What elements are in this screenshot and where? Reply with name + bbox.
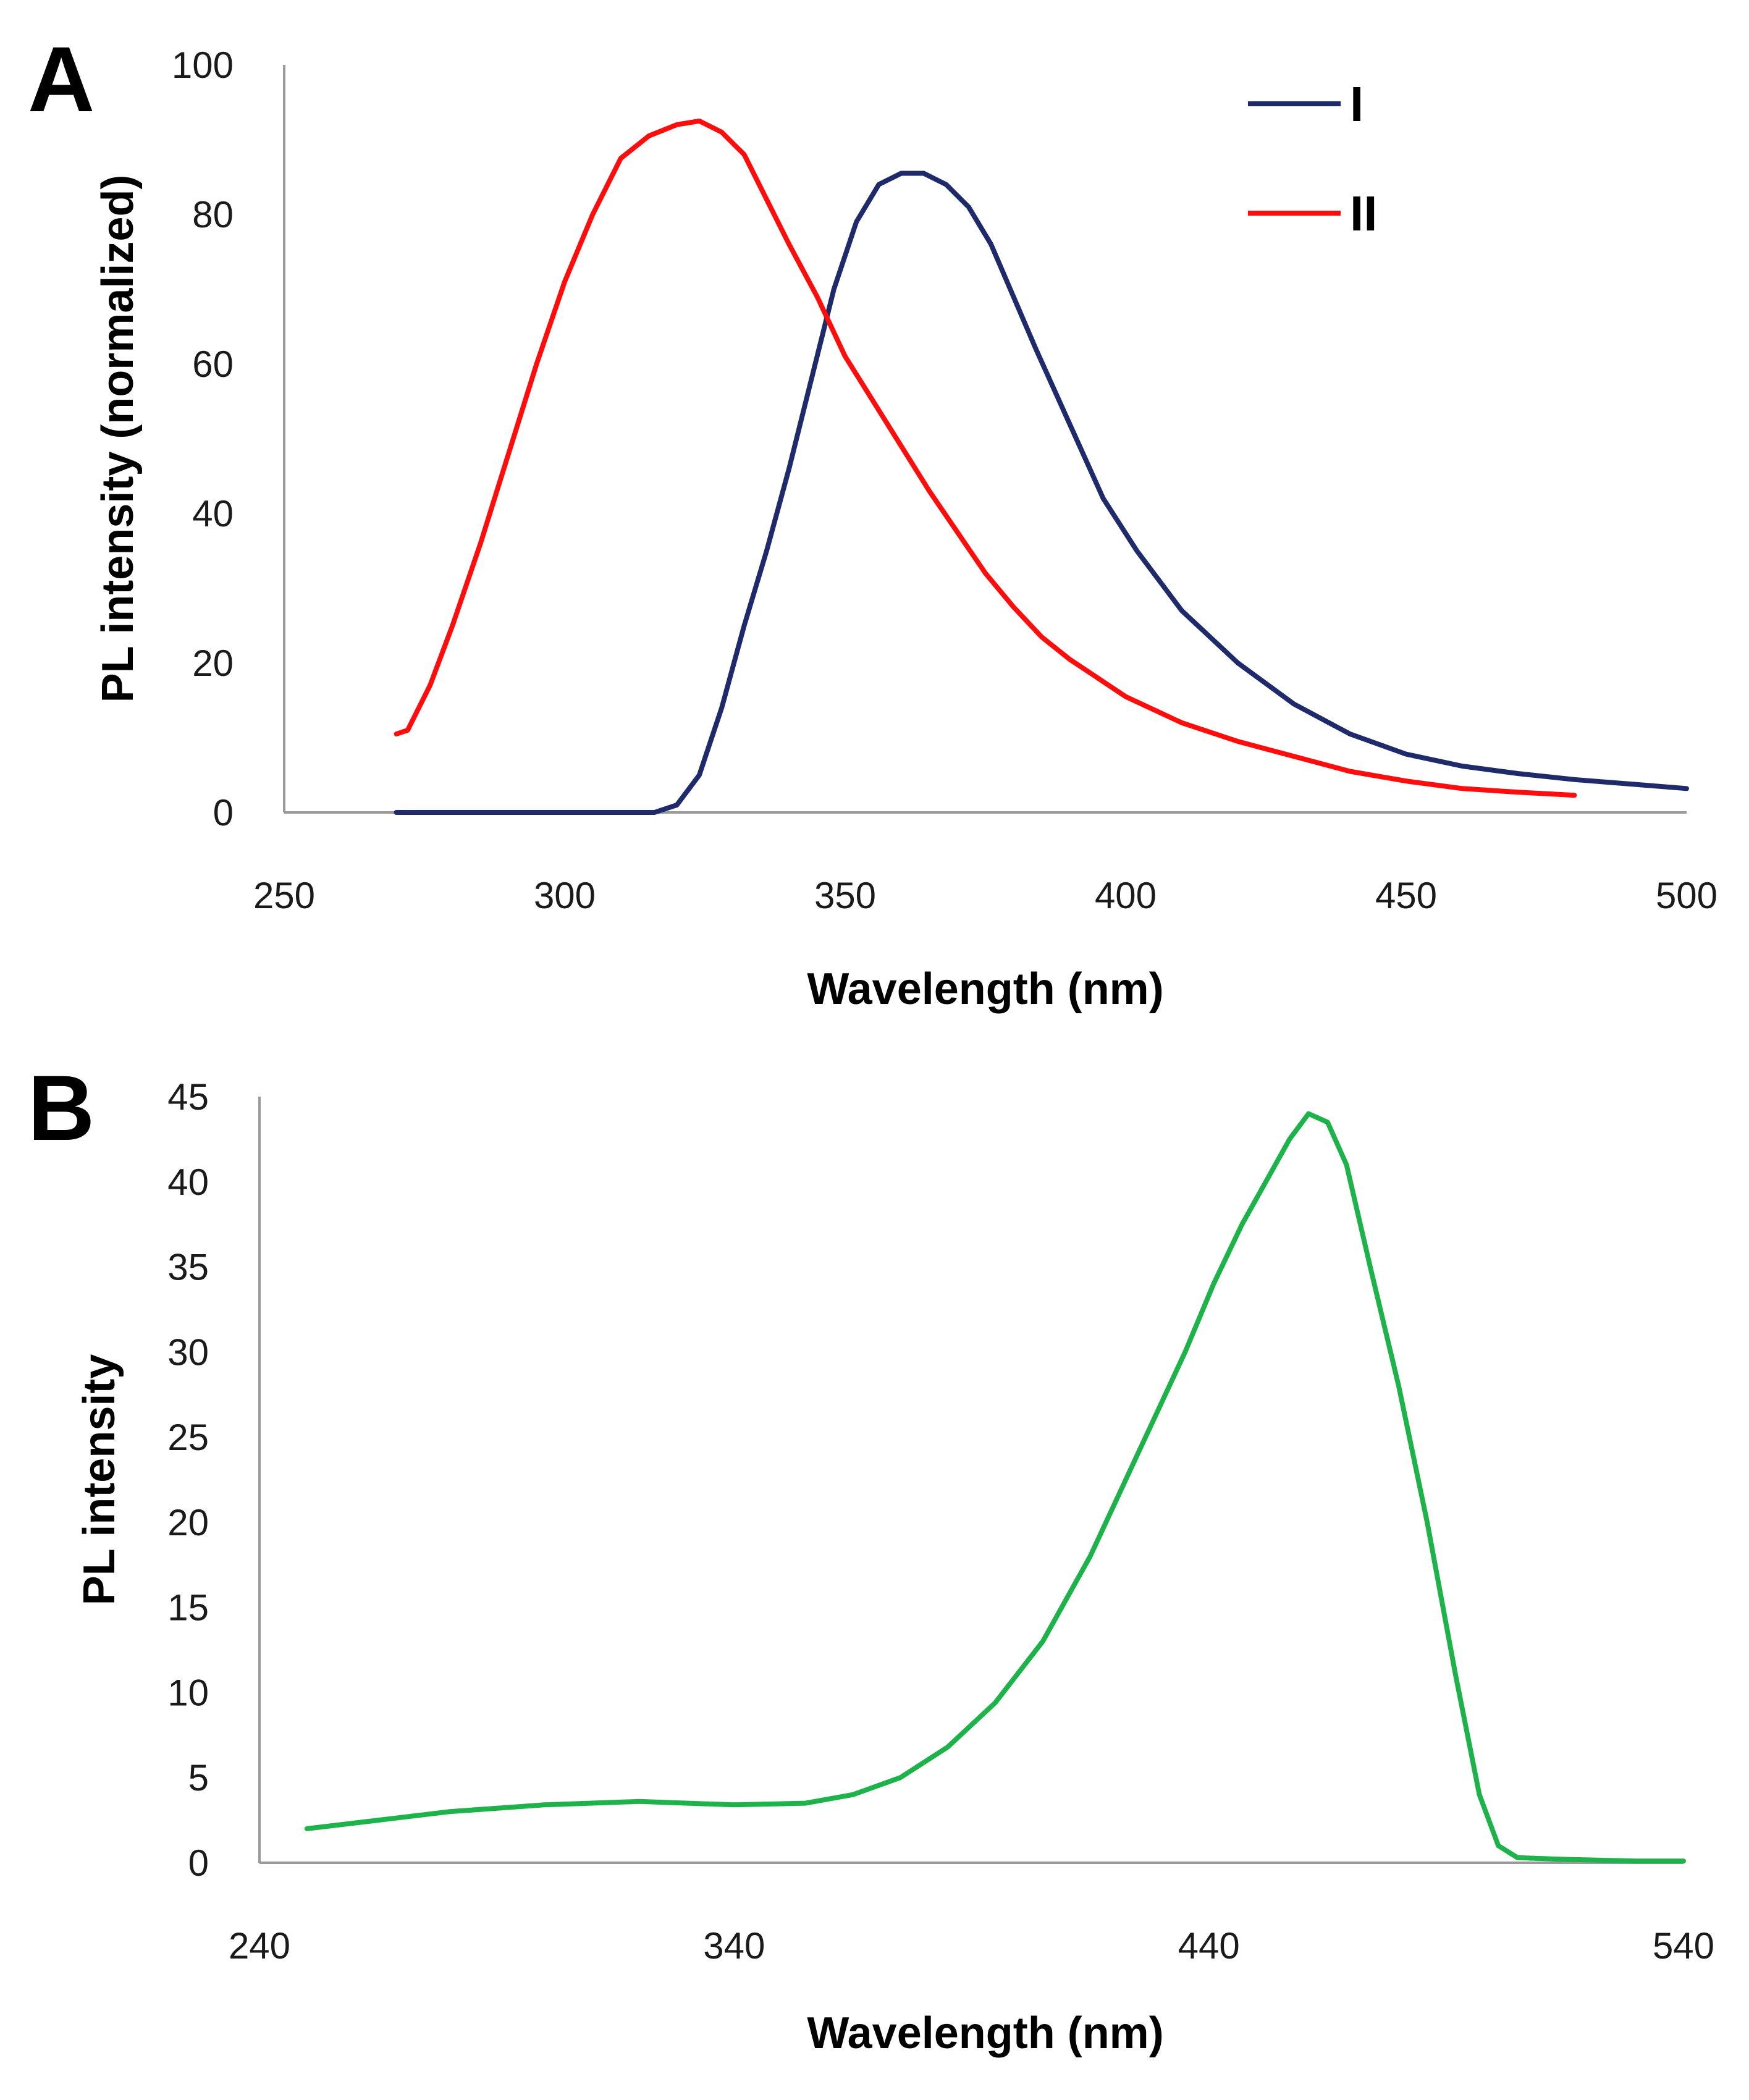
panel-a-x-tick-label: 400 bbox=[1095, 875, 1157, 916]
panel-b-y-tick-label: 45 bbox=[167, 1076, 209, 1118]
panel-a-y-tick-labels: 0 20 40 60 80 100 bbox=[172, 44, 234, 833]
panel-b-x-tick-label: 440 bbox=[1178, 1925, 1240, 1967]
panel-a-y-tick-label: 0 bbox=[213, 792, 234, 833]
panel-a-y-tick-label: 80 bbox=[192, 194, 234, 235]
panel-a-y-tick-label: 40 bbox=[192, 493, 234, 534]
panel-a-label: A bbox=[28, 27, 95, 131]
panel-a-y-axis-title: PL intensity (normalized) bbox=[93, 175, 143, 703]
panel-b-series-line-line bbox=[304, 1111, 1686, 1864]
panel-b-y-axis-title: PL intensity bbox=[75, 1354, 124, 1606]
panel-a-x-tick-labels: 250 300 350 400 450 500 bbox=[253, 875, 1717, 916]
panel-b-y-tick-label: 30 bbox=[167, 1331, 209, 1373]
panel-b-y-tick-label: 25 bbox=[167, 1417, 209, 1458]
panel-a: A 0 20 40 60 80 100 250 300 350 400 450 500 Wavele… bbox=[28, 27, 1717, 1014]
panel-a-x-tick-label: 250 bbox=[253, 875, 315, 916]
panel-b-y-tick-label: 35 bbox=[167, 1247, 209, 1288]
panel-a-series-i-line bbox=[394, 171, 1689, 815]
panel-b: B 0 5 10 15 20 25 30 35 40 45 240 340 440 540 Wavele… bbox=[28, 1056, 1714, 2058]
panel-a-y-tick-label: 100 bbox=[172, 44, 234, 86]
panel-b-y-tick-label: 15 bbox=[167, 1587, 209, 1629]
panel-b-x-axis-title: Wavelength (nm) bbox=[807, 2009, 1163, 2058]
panel-a-x-tick-label: 500 bbox=[1656, 875, 1717, 916]
panel-a-x-axis-title: Wavelength (nm) bbox=[807, 964, 1163, 1014]
panel-b-x-tick-label: 540 bbox=[1653, 1925, 1714, 1967]
legend-label-ii: II bbox=[1350, 186, 1377, 241]
panel-a-legend: I II bbox=[1248, 77, 1377, 241]
panel-b-y-tick-label: 10 bbox=[167, 1672, 209, 1713]
panel-a-x-tick-label: 450 bbox=[1375, 875, 1437, 916]
panel-b-y-tick-label: 20 bbox=[167, 1502, 209, 1543]
panel-a-series-ii-line bbox=[394, 118, 1577, 798]
panel-a-x-tick-label: 350 bbox=[814, 875, 876, 916]
panel-b-y-tick-labels: 0 5 10 15 20 25 30 35 40 45 bbox=[167, 1076, 209, 1884]
panel-b-y-tick-label: 0 bbox=[188, 1842, 209, 1884]
panel-b-x-tick-label: 340 bbox=[703, 1925, 765, 1967]
panel-b-x-tick-label: 240 bbox=[229, 1925, 290, 1967]
panel-b-x-tick-labels: 240 340 440 540 bbox=[229, 1925, 1714, 1967]
panel-b-label: B bbox=[28, 1056, 95, 1160]
panel-a-y-tick-label: 60 bbox=[192, 344, 234, 385]
panel-a-series bbox=[394, 118, 1689, 815]
panel-b-y-tick-label: 40 bbox=[167, 1162, 209, 1203]
panel-b-series bbox=[304, 1111, 1686, 1864]
panel-b-y-tick-label: 5 bbox=[188, 1757, 209, 1798]
panel-a-y-tick-label: 20 bbox=[192, 643, 234, 684]
legend-label-i: I bbox=[1350, 77, 1363, 132]
panel-a-x-tick-label: 300 bbox=[534, 875, 596, 916]
